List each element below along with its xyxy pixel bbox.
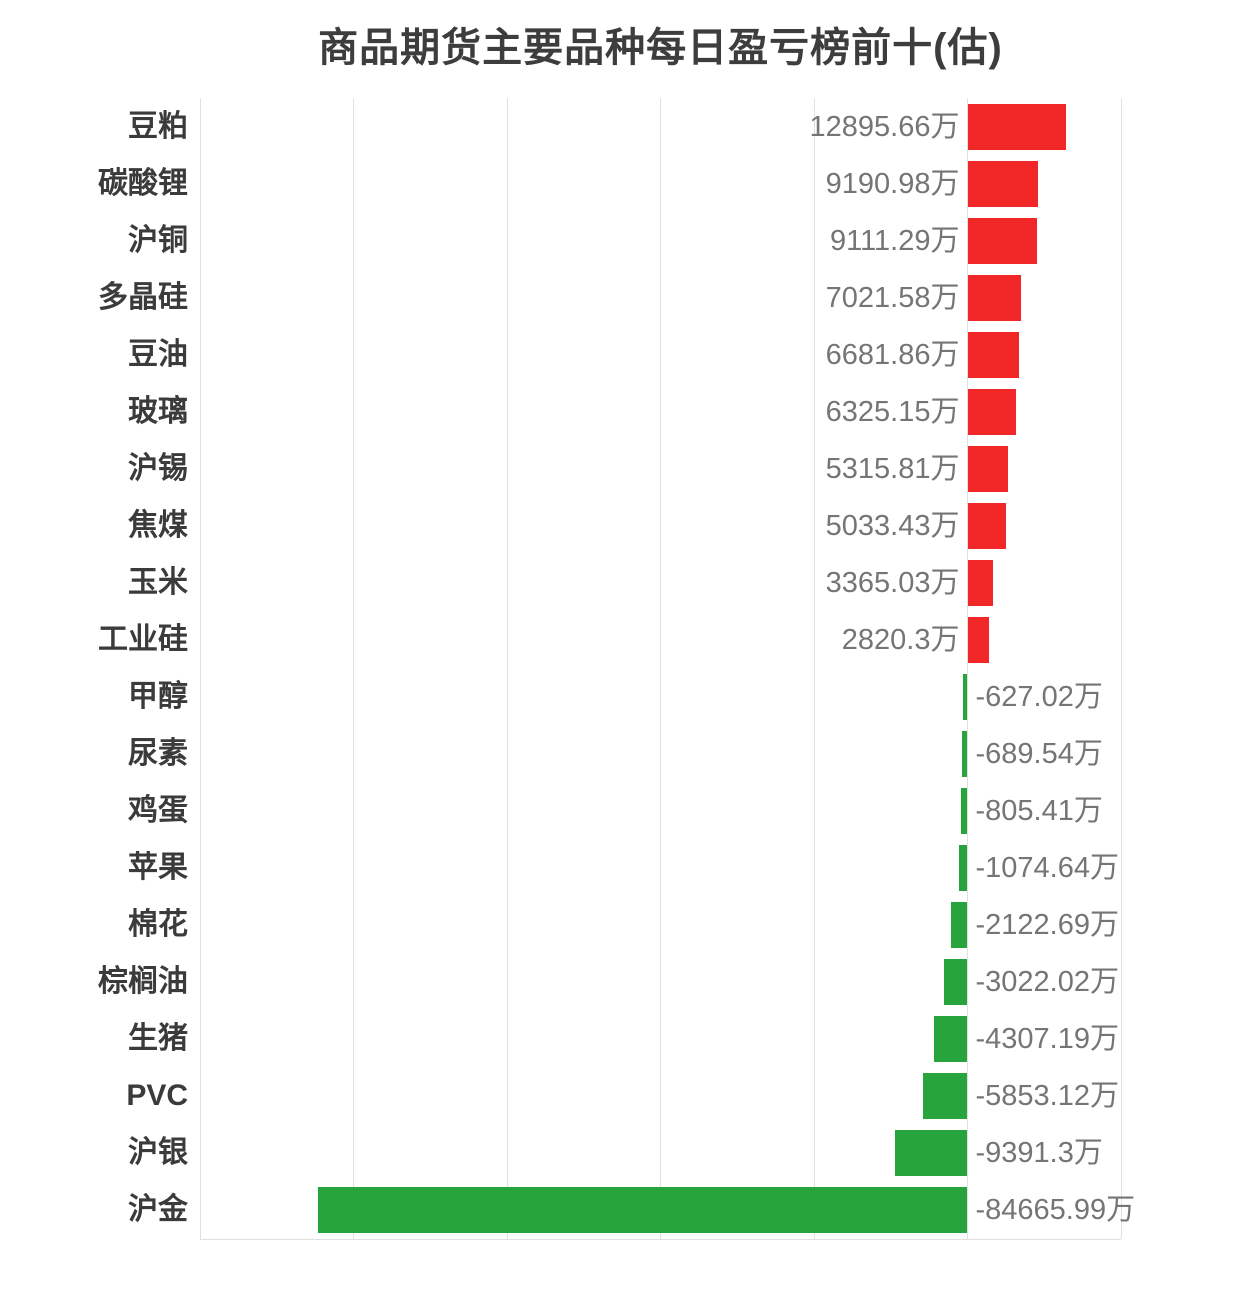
bar-positive [967, 274, 1022, 321]
value-label: -1074.64万 [975, 852, 1120, 885]
bar-positive [967, 616, 990, 663]
category-label: 沪锡 [128, 451, 188, 485]
gridline [353, 98, 354, 1239]
gridline [1120, 98, 1122, 1239]
bar-negative [317, 1187, 968, 1234]
bar-negative [961, 788, 968, 835]
category-label: 豆粕 [128, 109, 188, 143]
value-label: 7021.58万 [825, 281, 960, 314]
plot-area: 12895.66万 9190.98万 9111.29万 7021.58万 6681.86… [199, 98, 1135, 1240]
bar-negative [962, 674, 968, 721]
category-label: 工业硅 [98, 622, 188, 656]
bar-positive [967, 331, 1019, 378]
bar-positive [967, 103, 1067, 150]
bar-positive [967, 388, 1017, 435]
bar-negative [895, 1130, 968, 1177]
bar-positive [967, 160, 1039, 207]
category-label: 生猪 [128, 1022, 188, 1056]
value-label: 6681.86万 [825, 338, 960, 371]
value-label: -4307.19万 [975, 1023, 1120, 1056]
bar-positive [967, 502, 1007, 549]
category-label: 沪金 [128, 1193, 188, 1227]
value-label: 5033.43万 [825, 509, 960, 542]
category-label: 甲醇 [128, 680, 188, 714]
category-label: 鸡蛋 [128, 794, 188, 828]
bar-negative [959, 845, 968, 892]
category-label: 焦煤 [128, 508, 188, 542]
value-label: -805.41万 [975, 795, 1103, 828]
bar-positive [967, 559, 994, 606]
category-label: 棉花 [128, 908, 188, 942]
category-label: 豆油 [128, 337, 188, 371]
value-label: -3022.02万 [975, 966, 1120, 999]
value-label: -627.02万 [975, 681, 1103, 714]
value-label: -84665.99万 [975, 1194, 1136, 1227]
bar-negative [951, 902, 968, 949]
category-label: 苹果 [128, 851, 188, 885]
value-label: 2820.3万 [841, 623, 960, 656]
value-label: -689.54万 [975, 738, 1103, 771]
category-label: 玻璃 [128, 394, 188, 428]
value-label: 9190.98万 [825, 167, 960, 200]
value-label: 5315.81万 [825, 452, 960, 485]
gridline [506, 98, 508, 1239]
category-label: 尿素 [128, 737, 188, 771]
category-label: 玉米 [128, 565, 188, 599]
bar-negative [944, 959, 968, 1006]
value-label: 3365.03万 [825, 566, 960, 599]
category-label: 沪银 [128, 1136, 188, 1170]
category-label: 碳酸锂 [98, 166, 188, 200]
bar-negative [934, 1016, 968, 1063]
bar-positive [967, 217, 1038, 264]
bar-positive [967, 445, 1009, 492]
gridline [199, 98, 201, 1239]
gridline [967, 98, 968, 1239]
chart-title: 商品期货主要品种每日盈亏榜前十(估) [318, 26, 1003, 70]
gridline [813, 98, 815, 1239]
category-label: 棕榈油 [98, 965, 188, 999]
category-label: PVC [126, 1079, 188, 1113]
category-label: 沪铜 [128, 223, 188, 257]
category-label: 多晶硅 [98, 280, 188, 314]
bar-negative [922, 1073, 968, 1120]
value-label: -9391.3万 [975, 1137, 1103, 1170]
gridline [660, 98, 661, 1239]
value-label: 6325.15万 [825, 395, 960, 428]
value-label: 12895.66万 [809, 110, 960, 143]
value-label: -5853.12万 [975, 1080, 1120, 1113]
bar-negative [962, 731, 968, 778]
value-label: -2122.69万 [975, 909, 1120, 942]
value-label: 9111.29万 [829, 224, 960, 257]
